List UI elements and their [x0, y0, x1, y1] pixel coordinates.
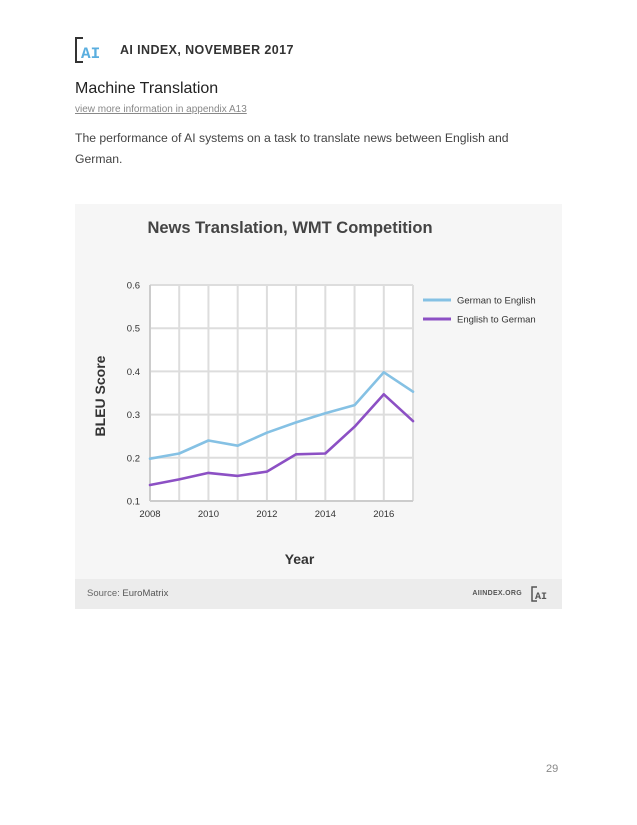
y-axis-title: BLEU Score	[92, 355, 108, 436]
ai-index-small-logo: AI	[531, 586, 547, 602]
plot-area	[150, 285, 413, 501]
section-description: The performance of AI systems on a task …	[75, 131, 509, 166]
y-tick-label: 0.6	[127, 281, 140, 292]
x-axis-title: Year	[285, 551, 315, 567]
page-header: AI AI INDEX, NOVEMBER 2017	[75, 37, 294, 63]
x-tick-label: 2014	[315, 509, 336, 520]
page-number: 29	[546, 763, 559, 775]
y-tick-label: 0.3	[127, 410, 140, 421]
footer-logo-text: AI	[535, 592, 547, 602]
x-tick-label: 2016	[373, 509, 394, 520]
source-name: EuroMatrix	[122, 588, 169, 599]
line-chart: 0.1 0.2 0.3 0.4 0.5 0.6 2008 2010 2012 2014 2016 Ge…	[92, 281, 536, 568]
y-tick-label: 0.1	[127, 497, 140, 508]
appendix-link[interactable]: view more information in appendix A13	[75, 104, 247, 115]
site-link[interactable]: AIINDEX.ORG	[472, 590, 522, 597]
logo-text: AI	[81, 45, 100, 63]
legend-label: German to English	[457, 296, 536, 307]
chart-title: News Translation, WMT Competition	[147, 219, 433, 237]
document-title: AI INDEX, NOVEMBER 2017	[120, 43, 294, 57]
source-label: Source:	[87, 588, 123, 599]
series-line-german-to-english	[148, 371, 415, 460]
y-tick-label: 0.2	[127, 453, 140, 464]
y-tick-label: 0.4	[127, 367, 140, 378]
x-tick-label: 2012	[256, 509, 277, 520]
ai-index-logo: AI	[75, 37, 100, 63]
series-line-english-to-german	[148, 393, 415, 487]
x-tick-label: 2008	[139, 509, 160, 520]
y-tick-label: 0.5	[127, 324, 140, 335]
legend-label: English to German	[457, 315, 536, 326]
source-citation: Source: EuroMatrix	[87, 588, 168, 599]
x-tick-label: 2010	[198, 509, 219, 520]
source-bar: Source: EuroMatrix AIINDEX.ORG AI	[75, 579, 562, 609]
chart-card: News Translation, WMT Competition 0.1 0.2…	[75, 204, 562, 609]
section-title: Machine Translation	[75, 80, 219, 97]
